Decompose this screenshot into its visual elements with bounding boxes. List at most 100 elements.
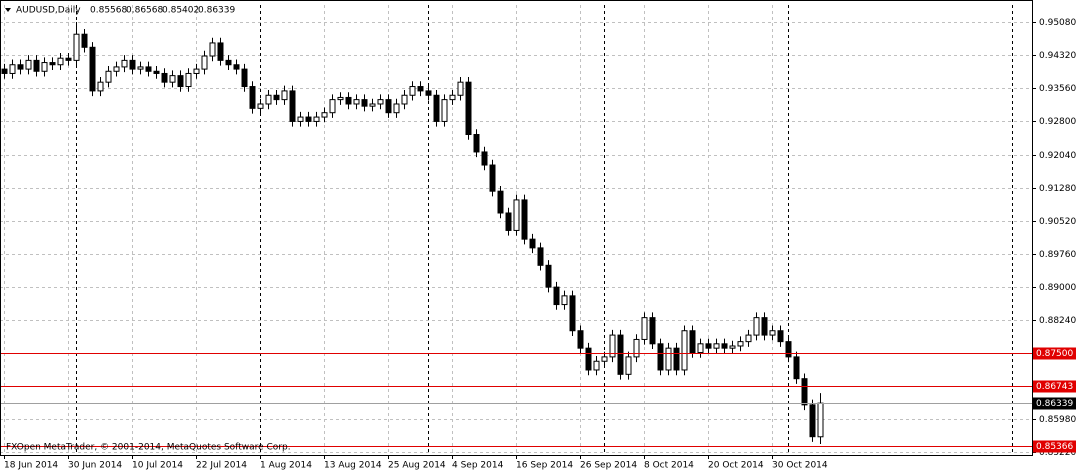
ohlc-high: 0.86568	[126, 6, 163, 16]
x-tick-label: 18 Jun 2014	[4, 461, 58, 471]
candle-body	[17, 64, 24, 70]
candle-body	[513, 199, 520, 231]
candle-body	[353, 99, 360, 105]
candle-body	[817, 402, 824, 438]
candle-body	[577, 330, 584, 349]
candle-body	[601, 356, 608, 362]
y-tick-label: 0.95080	[1039, 18, 1076, 28]
candle-body	[257, 103, 264, 109]
candle-body	[665, 347, 672, 371]
candle-body	[633, 338, 640, 358]
candle-body	[273, 94, 280, 101]
level-label: 0.86743	[1036, 382, 1073, 392]
candle-body	[641, 317, 648, 340]
axes: 0.95080 0.94320 0.93560 0.92800 0.92040 0.912…	[4, 18, 1076, 471]
candle-body	[361, 99, 368, 107]
x-tick-label: 13 Aug 2014	[324, 461, 382, 471]
y-tick-label: 0.93560	[1039, 84, 1076, 94]
candle-body	[233, 64, 240, 70]
candle-body	[497, 190, 504, 214]
y-tick-label: 0.89760	[1039, 250, 1076, 260]
candle-body	[105, 70, 112, 83]
candle-body	[201, 55, 208, 70]
candle-body	[777, 330, 784, 343]
candle-body	[129, 59, 136, 70]
candle-body	[217, 42, 224, 61]
candle-body	[121, 59, 128, 68]
candle-body	[705, 343, 712, 349]
candle-body	[721, 343, 728, 349]
candle-body	[33, 59, 40, 72]
candle-body	[617, 334, 624, 375]
candle-body	[57, 57, 64, 66]
candle-body	[433, 94, 440, 122]
candle-body	[625, 356, 632, 375]
candle-body	[521, 199, 528, 240]
y-tick-label: 0.85220	[1039, 448, 1076, 458]
candle-body	[473, 134, 480, 153]
candle-body	[745, 334, 752, 343]
candle-body	[457, 81, 464, 96]
ohlc-low: 0.85402	[162, 6, 199, 16]
y-tick-label: 0.94320	[1039, 51, 1076, 61]
y-tick-label: 0.89000	[1039, 283, 1076, 293]
candle-body	[297, 116, 304, 122]
candle-body	[289, 90, 296, 122]
plot	[0, 22, 1032, 447]
candle-body	[1, 68, 8, 74]
candle-body	[65, 57, 72, 61]
candle-body	[169, 75, 176, 83]
candle-body	[265, 94, 272, 105]
candle-body	[81, 33, 88, 48]
candle-body	[545, 264, 552, 288]
candle-body	[569, 295, 576, 332]
footer: FXOpen MetaTrader, © 2001-2014, MetaQuot…	[6, 443, 291, 453]
x-tick-label: 8 Oct 2014	[644, 461, 694, 471]
candle-body	[185, 72, 192, 88]
candle-body	[737, 341, 744, 347]
candle-body	[25, 59, 32, 70]
level-label: 0.85366	[1036, 442, 1073, 452]
candle-body	[241, 68, 248, 88]
candle-body	[697, 343, 704, 354]
x-tick-label: 4 Sep 2014	[452, 461, 504, 471]
y-tick-label: 0.90520	[1039, 217, 1076, 227]
x-tick-label: 30 Jun 2014	[68, 461, 122, 471]
candle-body	[673, 347, 680, 371]
candle-body	[537, 247, 544, 266]
candle-body	[409, 86, 416, 96]
candle-body	[377, 99, 384, 105]
candle-body	[321, 112, 328, 118]
y-tick-label: 0.88240	[1039, 316, 1076, 326]
price-label-bg	[1033, 397, 1076, 410]
candle-body	[137, 66, 144, 70]
level-label: 0.87500	[1036, 349, 1073, 359]
x-tick-label: 25 Aug 2014	[388, 461, 446, 471]
candle-body	[441, 99, 448, 122]
candle-body	[553, 286, 560, 306]
candle-body	[249, 86, 256, 109]
menu-arrow	[5, 8, 11, 12]
candle-body	[425, 90, 432, 96]
candle-body	[481, 151, 488, 166]
candle-body	[97, 81, 104, 92]
x-tick-label: 22 Jul 2014	[196, 461, 247, 471]
candle-body	[161, 72, 168, 83]
x-tick-label: 26 Sep 2014	[580, 461, 637, 471]
ohlc-open: 0.85568	[90, 6, 127, 16]
candle-body	[145, 66, 152, 72]
candle-body	[449, 94, 456, 101]
candle-body	[713, 343, 720, 349]
candle-body	[401, 94, 408, 105]
candle-body	[505, 212, 512, 231]
y-tick-label: 0.92040	[1039, 151, 1076, 161]
candle-body	[689, 330, 696, 354]
candle-body	[609, 334, 616, 358]
chart-title: AUDUSD,Daily	[16, 6, 81, 16]
x-tick-label: 20 Oct 2014	[708, 461, 764, 471]
candle-body	[769, 330, 776, 336]
price-label: 0.86339	[1036, 399, 1073, 409]
candle-body	[809, 404, 816, 438]
